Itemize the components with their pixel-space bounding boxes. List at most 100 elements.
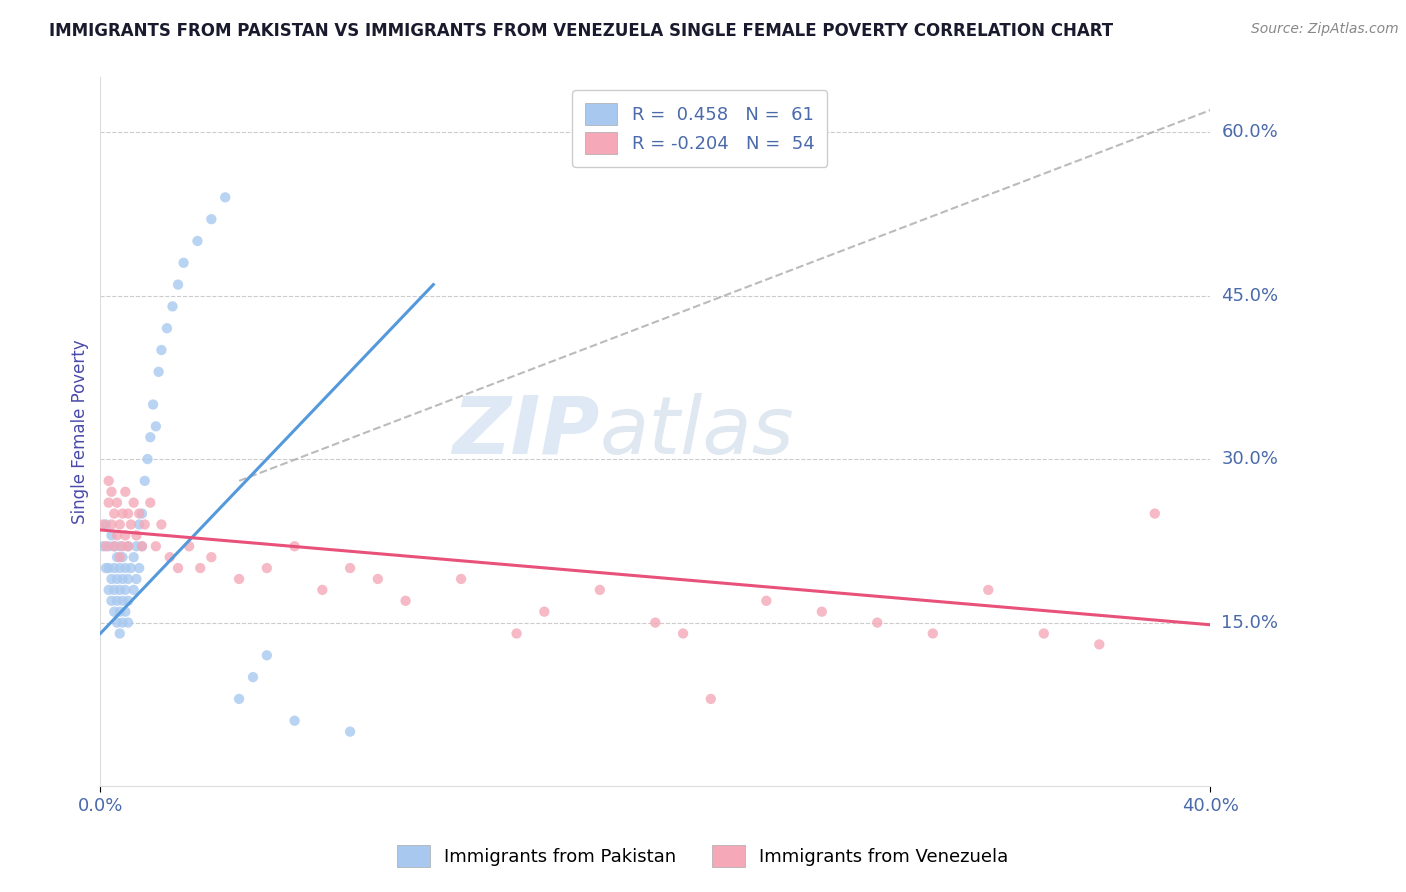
Point [114,561,136,575]
Point [108,561,131,575]
Point [91,539,114,553]
Point [866,615,889,630]
Point [162,300,184,314]
Point [111,594,134,608]
Y-axis label: Single Female Poverty: Single Female Poverty [72,340,89,524]
Point [103,507,125,521]
Point [114,582,136,597]
Point [117,615,139,630]
Point [97,474,120,488]
Point [148,365,170,379]
Point [188,561,211,575]
Point [114,484,136,499]
Point [214,190,236,204]
Point [142,398,165,412]
Point [97,496,120,510]
Point [128,561,150,575]
Point [111,507,134,521]
Point [94,561,117,575]
Point [228,572,250,586]
Point [125,528,148,542]
Point [117,572,139,586]
Text: 30.0%: 30.0% [1222,450,1278,468]
Point [339,561,361,575]
Point [394,594,416,608]
Point [131,539,153,553]
Point [159,550,181,565]
Point [94,539,117,553]
Point [256,648,278,663]
Point [700,692,723,706]
Point [100,528,122,542]
Point [105,572,128,586]
Point [103,539,125,553]
Point [242,670,264,684]
Point [977,582,1000,597]
Point [97,539,120,553]
Point [150,343,173,357]
Point [103,582,125,597]
Point [114,605,136,619]
Point [105,528,128,542]
Point [644,615,666,630]
Point [105,550,128,565]
Point [284,714,307,728]
Point [125,572,148,586]
Point [186,234,208,248]
Point [122,582,145,597]
Point [100,484,122,499]
Point [108,605,131,619]
Point [111,550,134,565]
Point [114,528,136,542]
Text: ZIP: ZIP [453,392,600,471]
Point [505,626,527,640]
Point [122,550,145,565]
Point [811,605,834,619]
Point [139,496,162,510]
Point [117,539,139,553]
Point [91,517,114,532]
Point [128,517,150,532]
Point [131,507,153,521]
Point [117,539,139,553]
Point [139,430,162,444]
Point [108,582,131,597]
Point [200,212,222,227]
Point [179,539,201,553]
Point [111,572,134,586]
Point [284,539,307,553]
Point [134,517,156,532]
Point [103,539,125,553]
Point [111,539,134,553]
Point [108,539,131,553]
Point [156,321,179,335]
Point [100,517,122,532]
Legend: Immigrants from Pakistan, Immigrants from Venezuela: Immigrants from Pakistan, Immigrants fro… [389,838,1017,874]
Point [145,419,167,434]
Point [103,561,125,575]
Point [1143,507,1166,521]
Text: Source: ZipAtlas.com: Source: ZipAtlas.com [1251,22,1399,37]
Text: 15.0%: 15.0% [1222,614,1278,632]
Point [339,724,361,739]
Text: 60.0%: 60.0% [1222,123,1278,141]
Point [97,561,120,575]
Point [111,615,134,630]
Point [136,452,159,467]
Point [94,517,117,532]
Point [131,539,153,553]
Point [128,507,150,521]
Point [117,507,139,521]
Point [150,517,173,532]
Point [256,561,278,575]
Point [122,496,145,510]
Point [173,256,195,270]
Point [97,582,120,597]
Point [120,561,142,575]
Point [200,550,222,565]
Point [105,496,128,510]
Point [450,572,472,586]
Point [103,605,125,619]
Point [117,594,139,608]
Point [1088,637,1111,651]
